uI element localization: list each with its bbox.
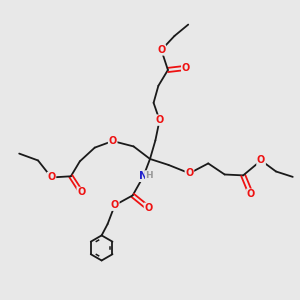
Text: O: O <box>157 45 166 55</box>
Text: O: O <box>47 172 56 182</box>
Text: H: H <box>146 171 153 180</box>
Text: N: N <box>139 171 148 181</box>
Text: O: O <box>182 63 190 73</box>
Text: O: O <box>77 188 86 197</box>
Text: O: O <box>155 115 164 125</box>
Text: O: O <box>185 168 194 178</box>
Text: O: O <box>109 136 117 146</box>
Text: O: O <box>247 189 255 199</box>
Text: O: O <box>144 203 153 213</box>
Text: O: O <box>257 155 265 166</box>
Text: O: O <box>111 200 119 210</box>
